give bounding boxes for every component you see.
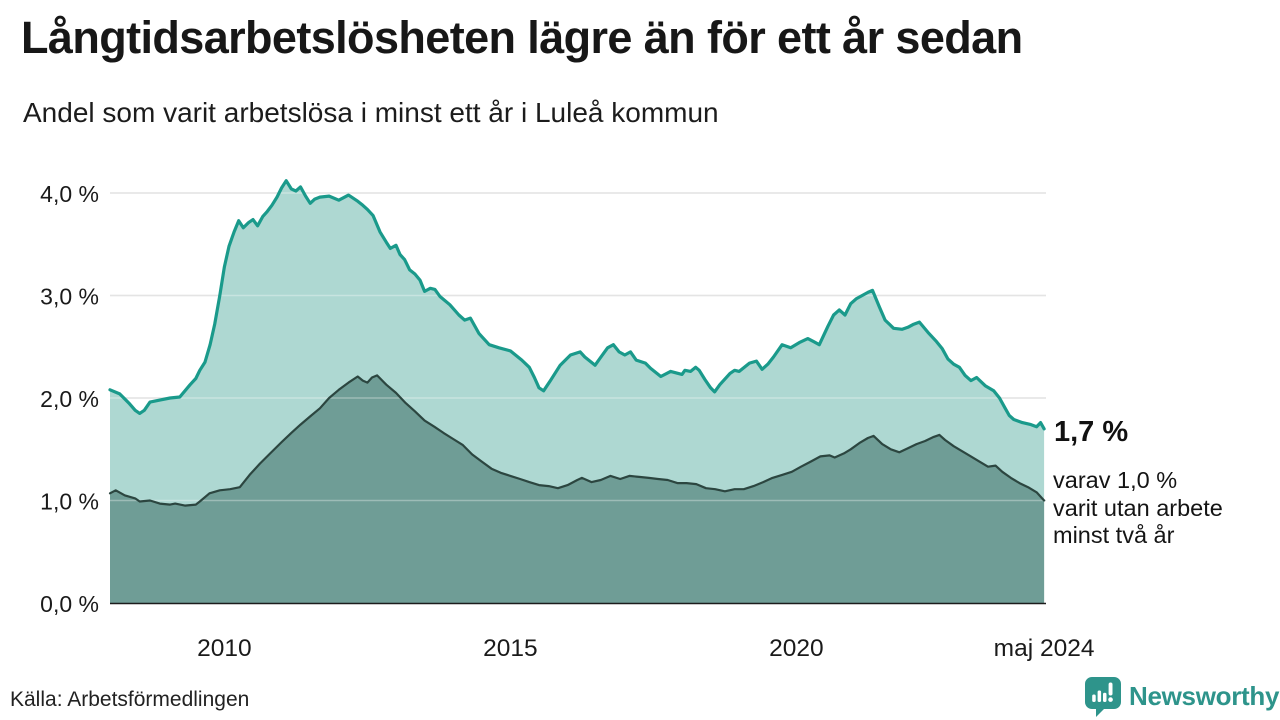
latest-value-annotation: 1,7 % [1054, 416, 1129, 448]
y-tick-label: 4,0 % [40, 181, 99, 207]
area-fill-two-years [110, 375, 1045, 603]
y-tick-label: 2,0 % [40, 386, 99, 412]
x-tick-label: 2015 [483, 635, 538, 662]
y-tick-label: 0,0 % [40, 591, 99, 617]
newsworthy-icon [1085, 677, 1121, 717]
y-tick-label: 3,0 % [40, 284, 99, 310]
line-two-years [108, 374, 1046, 507]
latest-subvalue-annotation: varav 1,0 % varit utan arbete minst två … [1053, 467, 1223, 548]
x-tick-label: 2010 [197, 635, 252, 662]
x-tick-label: 2020 [769, 635, 824, 662]
source-credit: Källa: Arbetsförmedlingen [10, 688, 250, 711]
brand-logo: Newsworthy [1084, 676, 1279, 720]
page-subtitle: Andel som varit arbetslösa i minst ett å… [23, 97, 719, 128]
x-tick-label: maj 2024 [994, 635, 1095, 662]
brand-wordmark: Newsworthy [1129, 681, 1280, 711]
page-title: Långtidsarbetslösheten lägre än för ett … [21, 12, 1023, 63]
y-tick-label: 1,0 % [40, 489, 99, 515]
line-one-year [108, 179, 1046, 431]
